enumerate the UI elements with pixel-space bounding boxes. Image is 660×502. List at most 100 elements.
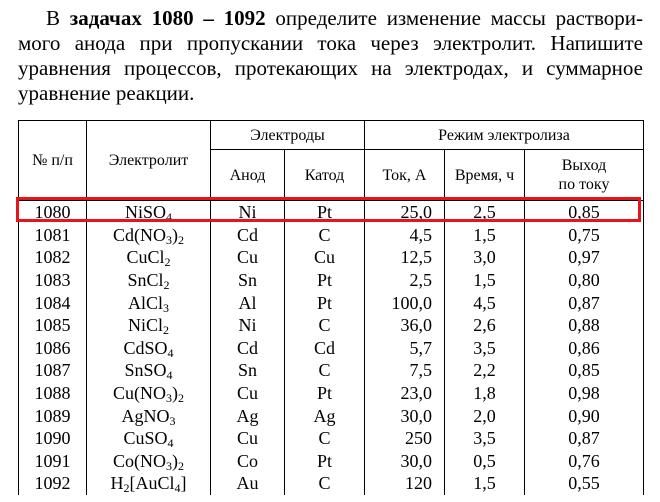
cell-time: 4,5 <box>444 291 525 314</box>
cell-current: 120 <box>364 472 445 495</box>
cell-current: 7,5 <box>364 359 445 382</box>
header-yield: Выход по току <box>524 149 644 201</box>
formula-part: ) <box>172 224 178 245</box>
table-row: 1085 NiCl2 Ni C 36,0 2,6 0,88 <box>18 313 644 338</box>
cell-cathode: Pt <box>284 268 365 292</box>
header-anode: Анод <box>210 149 285 201</box>
cell-cathode: Pt <box>284 449 365 473</box>
table-row: 1086 CdSO4 Cd Cd 5,7 3,5 0,86 <box>18 336 644 360</box>
cell-yield: 0,86 <box>524 336 644 360</box>
cell-time: 3,0 <box>444 246 525 269</box>
cell-time: 1,5 <box>444 472 525 495</box>
cell-cathode: Ag <box>284 404 365 427</box>
cell-time: 3,5 <box>444 426 525 450</box>
formula-subscript: 2 <box>163 278 170 293</box>
header-electrodes: Электроды <box>210 120 365 150</box>
formula-subscript: 3 <box>166 458 172 473</box>
formula-subscript: 2 <box>163 323 169 338</box>
cell-cathode: Cd <box>284 336 365 360</box>
formula-part: [AuCl <box>129 473 175 494</box>
cell-anode: Ni <box>210 200 285 224</box>
table-row: 1084 AlCl3 Al Pt 100,0 4,5 0,87 <box>18 291 644 315</box>
cell-number: 1086 <box>18 336 87 360</box>
cell-yield: 0,76 <box>524 449 644 473</box>
formula-part: SnCl <box>127 270 164 291</box>
cell-yield: 0,80 <box>524 268 644 292</box>
cell-electrolyte: CdSO4 <box>86 336 211 360</box>
cell-time: 0,5 <box>444 449 525 473</box>
cell-number: 1080 <box>18 200 87 224</box>
cell-current: 12,5 <box>364 246 445 269</box>
cell-cathode: Pt <box>284 200 365 224</box>
table-row: 1090 CuSO4 Cu C 250 3,5 0,87 <box>18 426 644 451</box>
formula-part: NiSO <box>124 202 166 223</box>
formula-subscript: 4 <box>167 345 174 360</box>
intro-line-1-rest: определите изменение массы раствори- <box>265 6 643 30</box>
cell-electrolyte: NiSO4 <box>86 200 211 224</box>
table-row: 1092 H2[AuCl4] Au C 120 1,5 0,55 <box>18 472 644 495</box>
cell-yield: 0,88 <box>524 313 644 337</box>
table-row: 1089 AgNO3 Ag Ag 30,0 2,0 0,90 <box>18 404 644 427</box>
cell-electrolyte: Co(NO3)2 <box>86 449 211 473</box>
cell-anode: Cu <box>210 381 285 405</box>
formula-part: Co(NO <box>113 450 166 471</box>
header-cathode: Катод <box>284 149 365 201</box>
table-row: 1083 SnCl2 Sn Pt 2,5 1,5 0,80 <box>18 268 644 293</box>
cell-yield: 0,87 <box>524 426 644 450</box>
cell-current: 4,5 <box>364 223 445 247</box>
table-row: 1088 Cu(NO3)2 Cu Pt 23,0 1,8 0,98 <box>18 381 644 406</box>
cell-time: 2,5 <box>444 200 525 224</box>
intro-line-2: мого анода при пропускании тока через эл… <box>18 31 643 55</box>
cell-electrolyte: AlCl3 <box>86 291 211 315</box>
cell-number: 1092 <box>18 472 87 495</box>
cell-anode: Al <box>210 291 285 314</box>
cell-current: 30,0 <box>364 449 445 473</box>
cell-current: 36,0 <box>364 313 445 337</box>
cell-electrolyte: H2[AuCl4] <box>86 472 211 495</box>
cell-anode: Cu <box>210 426 285 450</box>
formula-part: Cd(NO <box>113 224 166 245</box>
cell-cathode: C <box>284 359 365 382</box>
cell-anode: Ni <box>210 313 285 337</box>
intro-prefix: В <box>46 6 70 30</box>
header-time: Время, ч <box>444 149 525 201</box>
formula-part: SnSO <box>124 360 167 381</box>
cell-anode: Sn <box>210 268 285 292</box>
cell-electrolyte: Cu(NO3)2 <box>86 381 211 406</box>
electrolysis-table: № п/п Электролит Электроды Режим электро… <box>18 120 644 495</box>
cell-number: 1085 <box>18 313 87 337</box>
formula-subscript: 3 <box>163 300 169 315</box>
cell-number: 1082 <box>18 246 87 269</box>
table-row: 1080 NiSO4 Ni Pt 25,0 2,5 0,85 <box>18 200 644 224</box>
header-yield-line-1: Выход <box>561 157 607 174</box>
cell-electrolyte: AgNO3 <box>86 404 211 427</box>
cell-current: 2,5 <box>364 268 445 292</box>
formula-part: CuSO <box>123 428 168 449</box>
cell-current: 25,0 <box>364 200 445 224</box>
formula-part: CdSO <box>123 337 168 358</box>
cell-time: 1,5 <box>444 268 525 292</box>
intro-task-range: задачах 1080 – 1092 <box>69 6 266 30</box>
formula-part: CuCl <box>126 247 165 268</box>
formula-subscript: 2 <box>178 391 184 406</box>
cell-cathode: C <box>284 223 365 247</box>
table-row: 1091 Co(NO3)2 Co Pt 30,0 0,5 0,76 <box>18 449 644 473</box>
cell-yield: 0,87 <box>524 291 644 314</box>
cell-anode: Cu <box>210 246 285 269</box>
formula-part: H <box>110 473 124 494</box>
cell-time: 2,2 <box>444 359 525 382</box>
cell-anode: Co <box>210 449 285 473</box>
header-number: № п/п <box>18 120 87 201</box>
header-electrolysis-mode: Режим электролиза <box>364 120 644 150</box>
cell-electrolyte: NiCl2 <box>86 313 211 338</box>
cell-anode: Cd <box>210 336 285 360</box>
cell-current: 5,7 <box>364 336 445 360</box>
cell-electrolyte: Cd(NO3)2 <box>86 223 211 247</box>
cell-time: 2,6 <box>444 313 525 337</box>
cell-cathode: C <box>284 426 365 450</box>
formula-part: AlCl <box>127 292 163 313</box>
table-row: 1087 SnSO4 Sn C 7,5 2,2 0,85 <box>18 359 644 382</box>
cell-yield: 0,55 <box>524 472 644 495</box>
cell-time: 2,0 <box>444 404 525 427</box>
formula-subscript: 4 <box>167 436 174 451</box>
